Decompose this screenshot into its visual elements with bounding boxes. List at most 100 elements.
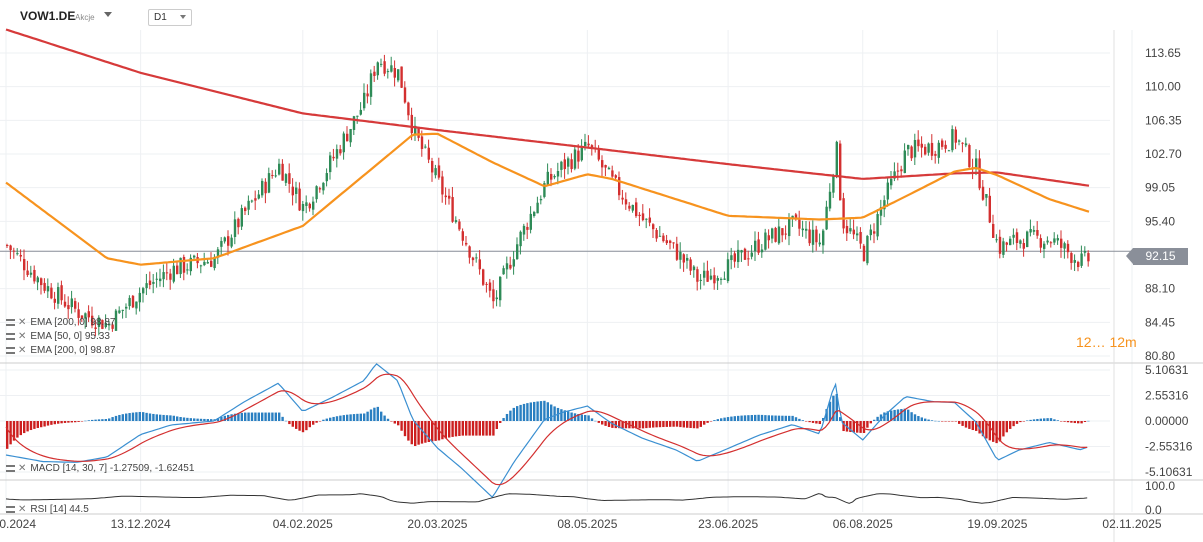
candle-body bbox=[1019, 240, 1022, 244]
macd-histogram-bar bbox=[635, 421, 638, 429]
macd-histogram-bar bbox=[186, 417, 189, 421]
candle-body bbox=[1070, 253, 1073, 263]
candle-body bbox=[1022, 243, 1025, 249]
legend-ema-c[interactable]: ✕ EMA [200, 0] 98.87 bbox=[6, 345, 115, 356]
candle-body bbox=[19, 255, 22, 257]
close-icon[interactable]: ✕ bbox=[18, 463, 27, 474]
candle-body bbox=[437, 165, 441, 178]
candle-body bbox=[920, 143, 923, 148]
macd-histogram-bar bbox=[1036, 418, 1039, 421]
candle-body bbox=[325, 173, 328, 182]
symbol-label[interactable]: VOW1.DE bbox=[20, 9, 76, 23]
candle-body bbox=[6, 244, 9, 246]
candle-body bbox=[1026, 231, 1029, 248]
price-tick-label: 113.65 bbox=[1145, 46, 1181, 60]
timeframe-select[interactable]: D1 bbox=[148, 9, 192, 26]
candle-body bbox=[60, 285, 63, 301]
close-icon[interactable]: ✕ bbox=[18, 345, 27, 356]
candle-body bbox=[291, 186, 294, 196]
candle-body bbox=[230, 237, 233, 247]
candle-body bbox=[563, 159, 566, 170]
candle-body bbox=[454, 220, 458, 223]
candle-body bbox=[186, 269, 189, 271]
settings-icon[interactable] bbox=[6, 506, 15, 513]
macd-histogram-bar bbox=[730, 416, 733, 421]
symbol-dropdown-icon[interactable] bbox=[104, 12, 112, 17]
candle-body bbox=[516, 244, 519, 260]
macd-histogram-bar bbox=[441, 421, 444, 440]
candle-body bbox=[189, 257, 192, 272]
macd-histogram-bar bbox=[135, 412, 138, 421]
close-icon[interactable]: ✕ bbox=[18, 331, 27, 342]
time-tick-label: 19.09.2025 bbox=[967, 517, 1027, 531]
macd-histogram-bar bbox=[352, 414, 356, 421]
candle-body bbox=[305, 202, 308, 206]
macd-histogram-bar bbox=[798, 418, 801, 421]
candle-body bbox=[726, 259, 730, 282]
candle-body bbox=[560, 161, 563, 170]
legend-ema-b[interactable]: ✕ EMA [50, 0] 95.33 bbox=[6, 331, 110, 342]
macd-histogram-bar bbox=[964, 421, 968, 428]
macd-histogram-bar bbox=[138, 411, 141, 421]
candle-body bbox=[686, 257, 689, 261]
settings-icon[interactable] bbox=[6, 333, 15, 340]
candle-body bbox=[471, 257, 475, 261]
legend-ema-b-label: EMA [50, 0] 95.33 bbox=[30, 331, 110, 342]
candle-body bbox=[845, 225, 849, 234]
settings-icon[interactable] bbox=[6, 465, 15, 472]
time-tick-label: 06.08.2025 bbox=[833, 517, 893, 531]
candle-body bbox=[1056, 238, 1059, 241]
candle-body bbox=[461, 231, 464, 241]
candle-body bbox=[502, 268, 505, 275]
candle-body bbox=[553, 176, 556, 178]
candle-body bbox=[811, 229, 815, 245]
candle-body bbox=[835, 141, 838, 177]
macd-histogram-bar bbox=[971, 421, 974, 431]
candle-body bbox=[529, 213, 532, 230]
candle-body bbox=[941, 140, 944, 147]
macd-histogram-bar bbox=[308, 421, 311, 428]
candle-body bbox=[624, 199, 628, 205]
candle-body bbox=[250, 200, 254, 202]
candle-body bbox=[828, 191, 832, 209]
macd-histogram-bar bbox=[879, 414, 883, 421]
candle-body bbox=[597, 149, 600, 160]
candle-body bbox=[703, 270, 706, 278]
candle-body bbox=[604, 165, 607, 168]
settings-icon[interactable] bbox=[6, 319, 15, 326]
macd-histogram-bar bbox=[529, 402, 532, 421]
candle-body bbox=[1077, 261, 1080, 267]
macd-histogram-bar bbox=[1066, 421, 1070, 423]
macd-histogram-bar bbox=[811, 421, 815, 423]
macd-histogram-bar bbox=[356, 413, 359, 421]
close-icon[interactable]: ✕ bbox=[18, 504, 27, 515]
rsi-line bbox=[5, 493, 1088, 504]
settings-icon[interactable] bbox=[6, 347, 15, 354]
macd-histogram-bar bbox=[550, 404, 553, 421]
candle-body bbox=[1039, 238, 1042, 248]
macd-histogram-bar bbox=[631, 421, 634, 429]
macd-histogram-bar bbox=[74, 421, 77, 423]
macd-histogram-bar bbox=[267, 412, 271, 421]
legend-rsi[interactable]: ✕ RSI [14] 44.5 bbox=[6, 504, 89, 515]
macd-histogram-bar bbox=[329, 417, 332, 421]
macd-histogram-bar bbox=[29, 421, 33, 431]
macd-histogram-bar bbox=[862, 421, 866, 434]
candle-body bbox=[414, 125, 417, 135]
candle-body bbox=[641, 213, 645, 221]
close-icon[interactable]: ✕ bbox=[18, 317, 27, 328]
candle-body bbox=[475, 257, 478, 259]
macd-histogram-bar bbox=[84, 420, 87, 422]
macd-histogram-bar bbox=[233, 413, 237, 421]
candle-body bbox=[359, 109, 362, 115]
legend-macd[interactable]: ✕ MACD [14, 30, 7] -1.27509, -1.62451 bbox=[6, 463, 194, 474]
legend-ema-a[interactable]: ✕ EMA [200, 0] 98.87 bbox=[6, 317, 115, 328]
rsi-tick-label: 100.0 bbox=[1145, 479, 1175, 493]
candle-body bbox=[505, 263, 509, 270]
candle-body bbox=[43, 282, 46, 291]
macd-histogram-bar bbox=[169, 415, 172, 421]
macd-histogram-bar bbox=[788, 415, 791, 421]
candle-body bbox=[839, 143, 842, 201]
macd-histogram-bar bbox=[553, 406, 556, 421]
